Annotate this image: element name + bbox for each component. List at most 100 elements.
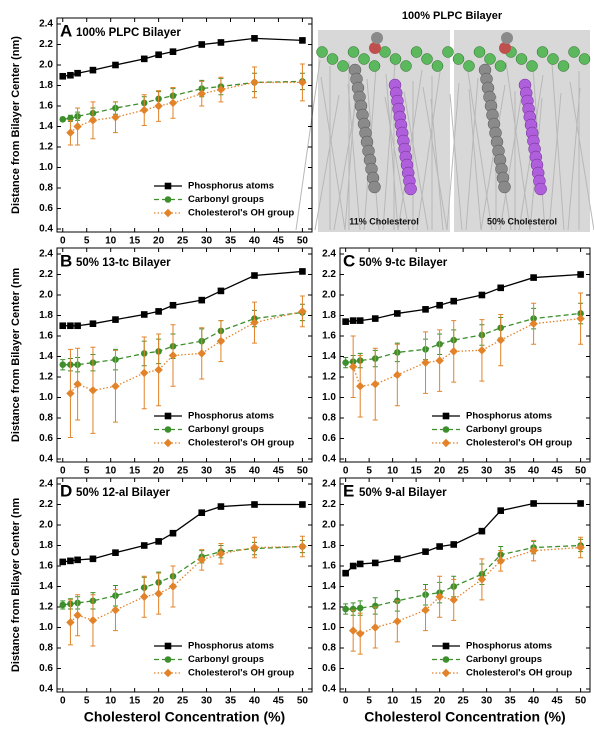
marker xyxy=(59,601,67,609)
x-tick-label: 45 xyxy=(552,696,564,707)
plot-frame xyxy=(56,17,313,233)
marker xyxy=(299,501,306,508)
y-tick-label: 2.4 xyxy=(39,19,53,30)
marker xyxy=(299,268,306,275)
y-tick-label: 1.0 xyxy=(39,392,53,403)
plot-frame xyxy=(56,477,313,693)
marker xyxy=(497,507,505,514)
marker xyxy=(111,113,120,122)
legend-label: Phosphorus atoms xyxy=(466,641,552,652)
headgroup xyxy=(463,60,475,72)
x-tick-label: 45 xyxy=(273,466,285,477)
y-tick-label: 2.0 xyxy=(322,290,336,301)
x-tick-label: 25 xyxy=(177,236,189,247)
series-line xyxy=(62,37,303,77)
marker xyxy=(66,128,75,137)
marker xyxy=(112,549,119,556)
lipid-tail xyxy=(446,82,460,231)
marker xyxy=(59,361,67,369)
y-tick-label: 0.4 xyxy=(322,454,336,465)
marker xyxy=(59,558,67,566)
x-tick-label: 0 xyxy=(60,696,66,707)
y-tick-label: 2.2 xyxy=(39,39,53,50)
legend-marker xyxy=(441,438,451,448)
legend-marker xyxy=(442,426,450,433)
marker xyxy=(251,501,258,508)
marker xyxy=(250,318,259,327)
marker xyxy=(299,37,306,44)
marker xyxy=(74,556,81,564)
marker xyxy=(216,336,226,346)
y-tick-label: 2.2 xyxy=(322,499,336,510)
y-tick-label: 1.2 xyxy=(39,142,53,153)
y-tick-label: 2.2 xyxy=(39,269,53,280)
x-tick-label: 50 xyxy=(297,696,309,707)
headgroup xyxy=(400,60,412,72)
marker xyxy=(577,500,584,507)
headgroup xyxy=(557,60,570,72)
marker xyxy=(298,78,307,87)
atom xyxy=(501,32,513,44)
x-tick-label: 25 xyxy=(458,466,470,477)
series-line xyxy=(62,545,303,606)
y-tick-label: 2.0 xyxy=(39,520,53,531)
headgroup xyxy=(568,46,580,58)
panel-letter: B xyxy=(60,251,72,270)
legend-label: Phosphorus atoms xyxy=(188,411,274,422)
x-tick-label: 30 xyxy=(481,466,493,477)
marker xyxy=(197,555,206,565)
marker xyxy=(342,569,349,577)
headgroup xyxy=(484,53,496,65)
legend-marker xyxy=(164,656,172,663)
x-tick-label: 35 xyxy=(505,466,517,477)
marker xyxy=(251,35,258,42)
y-tick-label: 2.4 xyxy=(39,249,53,260)
y-tick-label: 2.2 xyxy=(39,499,53,510)
marker xyxy=(111,605,120,615)
y-tick-label: 1.0 xyxy=(39,162,53,173)
y-tick-label: 1.4 xyxy=(39,581,53,592)
marker xyxy=(88,116,98,125)
panel-title: 50% 12-al Bilayer xyxy=(76,487,171,499)
plot-frame xyxy=(56,247,313,463)
x-tick-label: 35 xyxy=(225,696,237,707)
legend-marker xyxy=(164,196,172,203)
marker xyxy=(530,274,537,281)
marker xyxy=(198,509,206,516)
x-tick-label: 20 xyxy=(434,466,446,477)
y-tick-label: 1.0 xyxy=(39,622,53,633)
marker xyxy=(59,322,67,330)
legend-label: Cholesterol's OH group xyxy=(188,438,294,449)
marker xyxy=(496,556,505,566)
panel-letter: E xyxy=(343,481,354,500)
x-tick-label: 35 xyxy=(505,696,517,707)
marker xyxy=(298,307,307,316)
marker xyxy=(342,359,349,366)
lipid-tail xyxy=(347,83,361,231)
marker xyxy=(168,582,178,591)
marker xyxy=(449,595,458,605)
marker xyxy=(250,543,259,552)
marker xyxy=(66,618,75,627)
legend-label: Phosphorus atoms xyxy=(466,411,552,422)
marker xyxy=(342,318,349,325)
y-tick-label: 1.8 xyxy=(39,310,53,321)
marker xyxy=(477,575,487,584)
legend-label: Carbonyl groups xyxy=(466,654,542,665)
marker xyxy=(140,55,148,63)
series-line xyxy=(352,546,581,635)
marker xyxy=(74,322,81,330)
headgroup xyxy=(389,53,402,65)
marker xyxy=(251,272,258,279)
y-tick-label: 1.2 xyxy=(322,372,336,383)
atom xyxy=(369,42,381,54)
x-tick-label: 45 xyxy=(273,696,285,707)
y-tick-label: 0.4 xyxy=(39,684,53,695)
marker xyxy=(155,538,162,545)
marker xyxy=(497,284,505,292)
lipid-tail xyxy=(467,71,493,231)
headgroup xyxy=(326,53,339,65)
marker xyxy=(155,308,162,315)
y-tick-label: 1.4 xyxy=(39,121,53,132)
x-tick-label: 15 xyxy=(129,696,141,707)
